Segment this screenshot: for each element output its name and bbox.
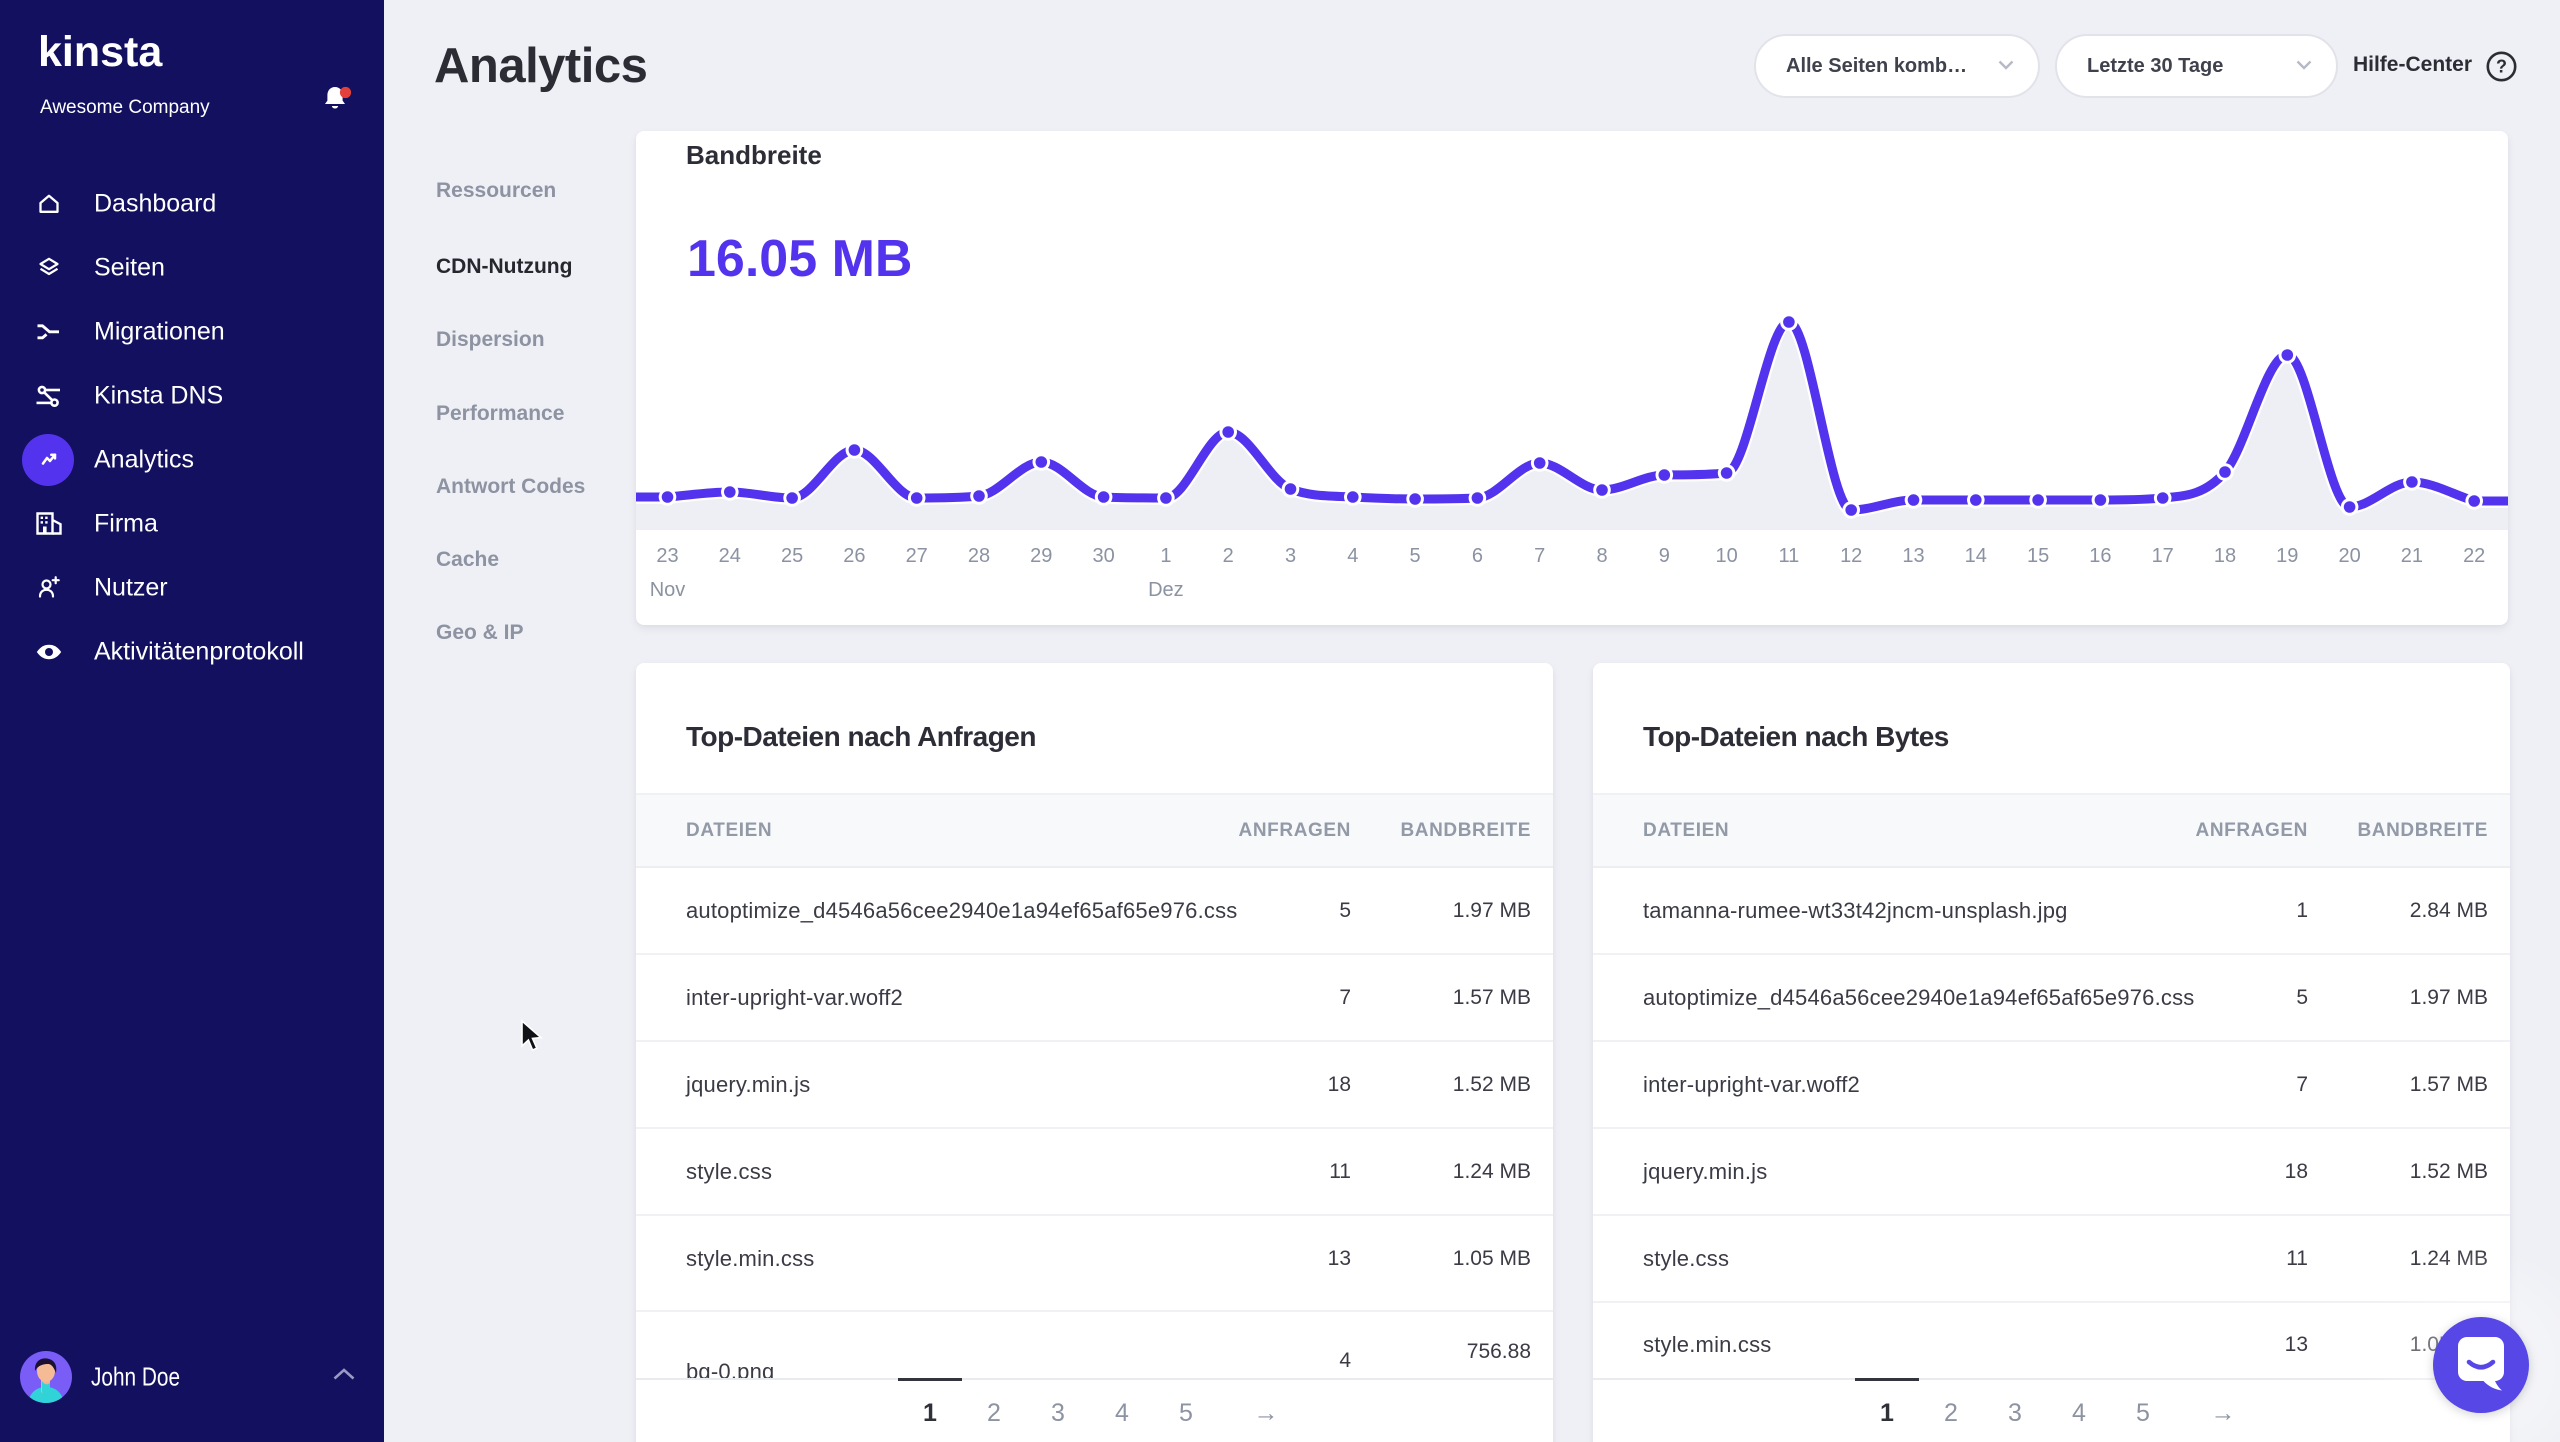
svg-text:?: ? [2496,57,2507,77]
svg-text:kinsta: kinsta [40,34,163,74]
